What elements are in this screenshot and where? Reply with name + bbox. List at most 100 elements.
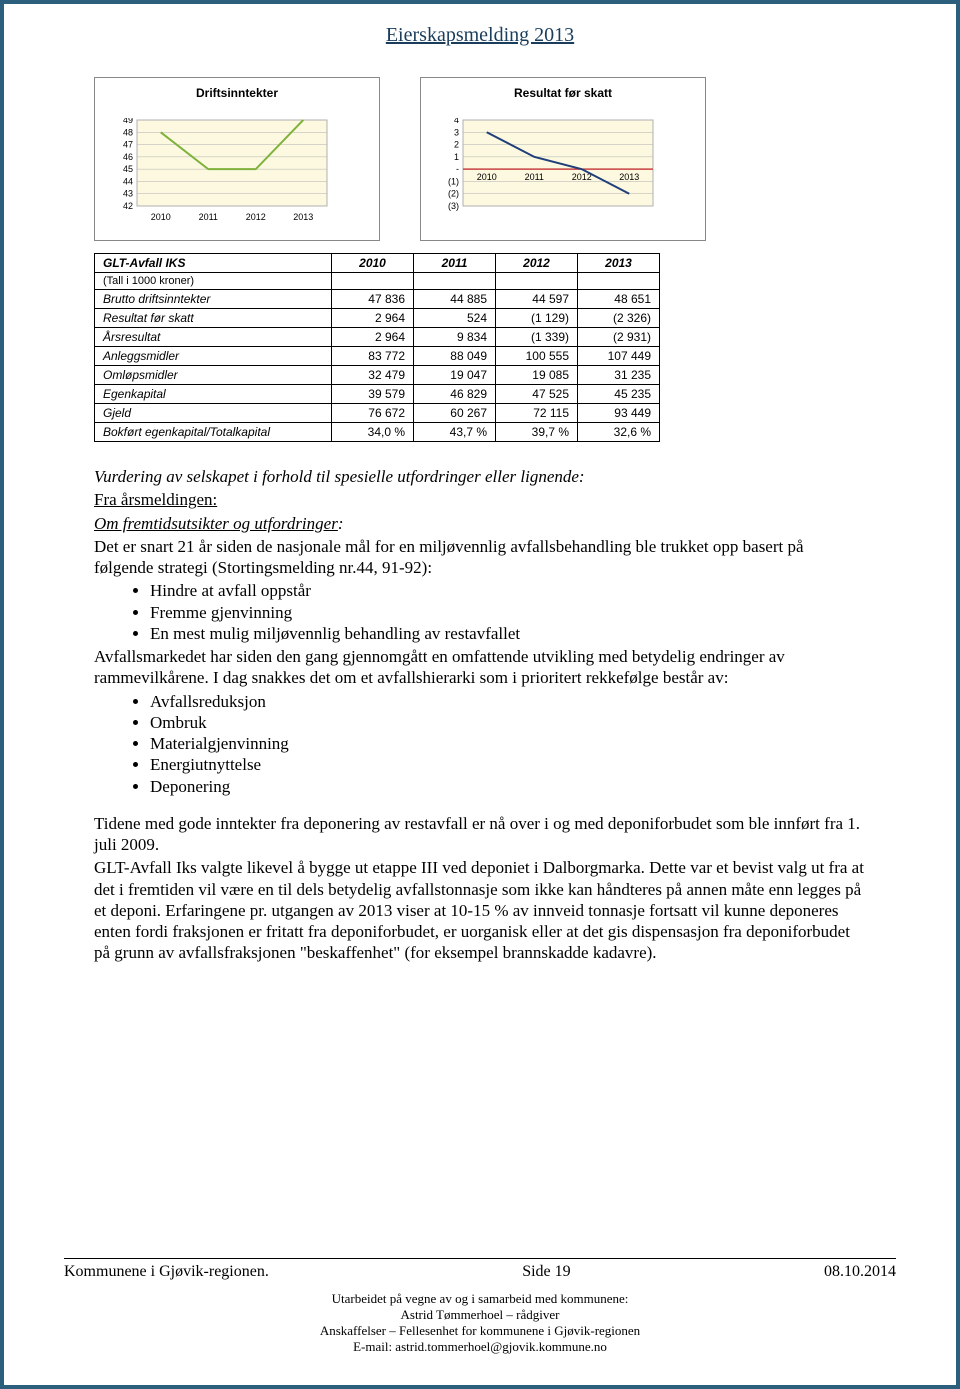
list-item: Hindre at avfall oppstår xyxy=(150,580,866,601)
svg-text:4: 4 xyxy=(454,118,459,125)
chart-title-right: Resultat før skatt xyxy=(433,86,693,100)
table-row: Bokført egenkapital/Totalkapital34,0 %43… xyxy=(95,423,660,442)
chart-driftsinntekter: Driftsinntekter 424344454647484920102011… xyxy=(94,77,380,241)
svg-text:(3): (3) xyxy=(448,201,459,211)
table-cell: 9 834 xyxy=(414,328,496,347)
body-p2: Avfallsmarkedet har siden den gang gjenn… xyxy=(94,646,866,689)
list-item: En mest mulig miljøvennlig behandling av… xyxy=(150,623,866,644)
table-row-label: Gjeld xyxy=(95,404,332,423)
list-item: Ombruk xyxy=(150,712,866,733)
footer-block-0: Utarbeidet på vegne av og i samarbeid me… xyxy=(64,1291,896,1307)
footer-line: Kommunene i Gjøvik-regionen. Side 19 08.… xyxy=(64,1258,896,1281)
list-item: Energiutnyttelse xyxy=(150,754,866,775)
table-cell: 39 579 xyxy=(332,385,414,404)
table-cell: 19 085 xyxy=(496,366,578,385)
svg-text:(1): (1) xyxy=(448,176,459,186)
charts-row: Driftsinntekter 424344454647484920102011… xyxy=(94,77,896,241)
table-year-2: 2012 xyxy=(496,254,578,273)
footer-right: 08.10.2014 xyxy=(824,1263,896,1281)
list-item: Deponering xyxy=(150,776,866,797)
table-cell: (1 339) xyxy=(496,328,578,347)
page: Eierskapsmelding 2013 Driftsinntekter 42… xyxy=(0,0,960,1389)
chart-svg-right: 4321-(1)(2)(3)2010201120122013 xyxy=(433,118,669,228)
table-cell: 44 885 xyxy=(414,290,496,309)
table-cell: 47 836 xyxy=(332,290,414,309)
svg-text:44: 44 xyxy=(123,176,133,186)
svg-text:48: 48 xyxy=(123,127,133,137)
footer-block-3: E-mail: astrid.tommerhoel@gjovik.kommune… xyxy=(64,1339,896,1355)
list-item: Materialgjenvinning xyxy=(150,733,866,754)
footer-center: Side 19 xyxy=(522,1263,570,1281)
footer-left: Kommunene i Gjøvik-regionen. xyxy=(64,1263,269,1281)
svg-text:2: 2 xyxy=(454,140,459,150)
table-row: Gjeld76 67260 26772 11593 449 xyxy=(95,404,660,423)
table-cell: 88 049 xyxy=(414,347,496,366)
table-cell: 93 449 xyxy=(578,404,660,423)
table-cell: 46 829 xyxy=(414,385,496,404)
table-cell: 32 479 xyxy=(332,366,414,385)
table-row: Omløpsmidler32 47919 04719 08531 235 xyxy=(95,366,660,385)
svg-text:2011: 2011 xyxy=(199,212,218,222)
table-row: Anleggsmidler83 77288 049100 555107 449 xyxy=(95,347,660,366)
table-row: Resultat før skatt2 964524(1 129)(2 326) xyxy=(95,309,660,328)
table-cell: 43,7 % xyxy=(414,423,496,442)
table-cell: 34,0 % xyxy=(332,423,414,442)
page-header-title: Eierskapsmelding 2013 xyxy=(64,24,896,47)
bullet-list-1: Hindre at avfall oppstårFremme gjenvinni… xyxy=(94,580,866,644)
table-row-label: Bokført egenkapital/Totalkapital xyxy=(95,423,332,442)
list-item: Fremme gjenvinning xyxy=(150,602,866,623)
footer-block-1: Astrid Tømmerhoel – rådgiver xyxy=(64,1307,896,1323)
svg-text:2012: 2012 xyxy=(246,212,266,222)
table-row-label: Årsresultat xyxy=(95,328,332,347)
svg-text:42: 42 xyxy=(123,201,133,211)
chart-resultat: Resultat før skatt 4321-(1)(2)(3)2010201… xyxy=(420,77,706,241)
table-year-1: 2011 xyxy=(414,254,496,273)
svg-text:1: 1 xyxy=(454,152,459,162)
body-h1: Vurdering av selskapet i forhold til spe… xyxy=(94,467,585,486)
table-cell: 44 597 xyxy=(496,290,578,309)
bullet-list-2: AvfallsreduksjonOmbrukMaterialgjenvinnin… xyxy=(94,691,866,797)
table-cell: 83 772 xyxy=(332,347,414,366)
table-cell: 39,7 % xyxy=(496,423,578,442)
svg-text:45: 45 xyxy=(123,164,133,174)
table-cell: 76 672 xyxy=(332,404,414,423)
table-cell: 2 964 xyxy=(332,328,414,347)
table-cell: 19 047 xyxy=(414,366,496,385)
table-cell: 45 235 xyxy=(578,385,660,404)
body-p4: GLT-Avfall Iks valgte likevel å bygge ut… xyxy=(94,857,866,963)
body-p3: Tidene med gode inntekter fra deponering… xyxy=(94,813,866,856)
table-subtitle-row: (Tall i 1000 kroner) xyxy=(95,273,660,290)
table-cell: 524 xyxy=(414,309,496,328)
table-cell: 2 964 xyxy=(332,309,414,328)
table-row-label: Omløpsmidler xyxy=(95,366,332,385)
body-h2: Fra årsmeldingen: xyxy=(94,490,217,509)
table-cell: 31 235 xyxy=(578,366,660,385)
table-year-0: 2010 xyxy=(332,254,414,273)
page-footer: Kommunene i Gjøvik-regionen. Side 19 08.… xyxy=(64,1258,896,1355)
body-text: Vurdering av selskapet i forhold til spe… xyxy=(94,466,866,964)
svg-text:46: 46 xyxy=(123,152,133,162)
table-cell: 100 555 xyxy=(496,347,578,366)
body-p1: Det er snart 21 år siden de nasjonale må… xyxy=(94,536,866,579)
svg-text:-: - xyxy=(456,164,459,174)
svg-text:2013: 2013 xyxy=(619,172,639,182)
table-subtitle-cell: (Tall i 1000 kroner) xyxy=(95,273,332,290)
table-cell: 48 651 xyxy=(578,290,660,309)
svg-text:2011: 2011 xyxy=(525,172,544,182)
table-cell: (2 931) xyxy=(578,328,660,347)
table-cell: 60 267 xyxy=(414,404,496,423)
chart-svg-left: 42434445464748492010201120122013 xyxy=(107,118,343,228)
table-cell: 107 449 xyxy=(578,347,660,366)
svg-text:49: 49 xyxy=(123,118,133,125)
table-year-3: 2013 xyxy=(578,254,660,273)
table-row: Egenkapital39 57946 82947 52545 235 xyxy=(95,385,660,404)
svg-text:2013: 2013 xyxy=(293,212,313,222)
table-row-label: Resultat før skatt xyxy=(95,309,332,328)
footer-block-2: Anskaffelser – Fellesenhet for kommunene… xyxy=(64,1323,896,1339)
table-cell: 72 115 xyxy=(496,404,578,423)
table-cell: (1 129) xyxy=(496,309,578,328)
svg-text:2010: 2010 xyxy=(151,212,171,222)
table-cell: 47 525 xyxy=(496,385,578,404)
financial-table: GLT-Avfall IKS 2010 2011 2012 2013 (Tall… xyxy=(94,253,660,442)
table-row: Årsresultat2 9649 834(1 339)(2 931) xyxy=(95,328,660,347)
